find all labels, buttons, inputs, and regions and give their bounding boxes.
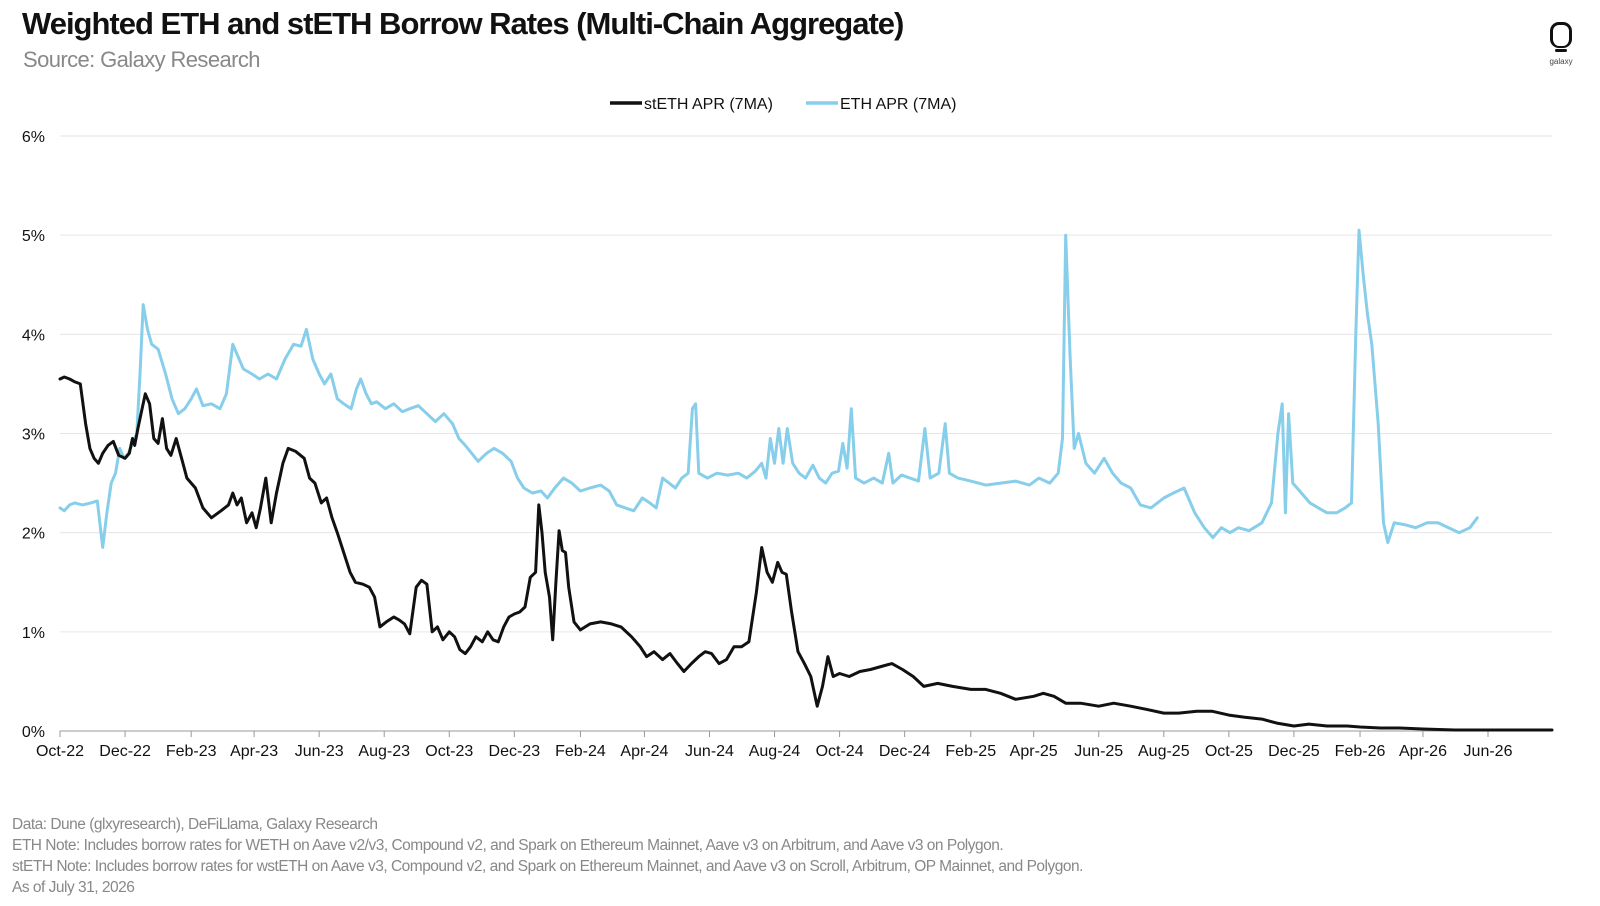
x-tick-label: Jun-24 <box>685 743 734 760</box>
x-tick-label: Oct-25 <box>1205 743 1253 760</box>
x-tick-label: Apr-26 <box>1399 743 1447 760</box>
chart-series <box>58 228 1554 732</box>
y-tick-label: 1% <box>22 625 45 642</box>
y-tick-label: 0% <box>22 724 45 741</box>
y-axis: 0% 1% 2% 3% 4% 5% 6% <box>22 129 45 741</box>
x-tick-label: Oct-22 <box>36 743 84 760</box>
chart-subtitle: Source: Galaxy Research <box>23 47 260 72</box>
chart-grid <box>60 135 1552 633</box>
y-tick-label: 3% <box>22 427 45 444</box>
x-tick-label: Oct-24 <box>816 743 864 760</box>
x-tick-label: Feb-23 <box>166 743 217 760</box>
legend-label: ETH APR (7MA) <box>840 96 956 113</box>
chart-legend: stETH APR (7MA) ETH APR (7MA) <box>610 96 956 113</box>
footnote-data-source: Data: Dune (glxyresearch), DeFiLlama, Ga… <box>12 816 378 833</box>
x-tick-label: Feb-26 <box>1335 743 1386 760</box>
x-tick-label: Aug-25 <box>1138 743 1190 760</box>
x-tick-label: Apr-25 <box>1010 743 1058 760</box>
x-tick-label: Aug-23 <box>358 743 410 760</box>
x-tick-label: Apr-23 <box>230 743 278 760</box>
series-line-eth-apr-7ma <box>58 228 1479 549</box>
x-tick-label: Dec-25 <box>1268 743 1320 760</box>
x-tick-label: Aug-24 <box>749 743 801 760</box>
y-tick-label: 6% <box>22 129 45 146</box>
x-tick-label: Jun-23 <box>295 743 344 760</box>
footnotes: Data: Dune (glxyresearch), DeFiLlama, Ga… <box>12 814 1083 898</box>
x-tick-label: Jun-25 <box>1074 743 1123 760</box>
y-tick-label: 2% <box>22 526 45 543</box>
chart-title: Weighted ETH and stETH Borrow Rates (Mul… <box>22 6 904 41</box>
footnote-eth: ETH Note: Includes borrow rates for WETH… <box>12 837 1004 854</box>
galaxy-logo-text: galaxy <box>1549 57 1573 66</box>
x-tick-label: Jun-26 <box>1464 743 1513 760</box>
galaxy-logo: galaxy <box>1538 22 1584 72</box>
x-tick-label: Apr-24 <box>620 743 668 760</box>
footnote-as-of: As of July 31, 2026 <box>12 879 135 896</box>
line-chart: stETH APR (7MA) ETH APR (7MA) 0% 1% 2% 3% 4% 5… <box>22 96 1554 760</box>
x-tick-label: Dec-23 <box>489 743 541 760</box>
x-axis: Oct-22 Dec-22 Feb-23 Apr-23 Jun-23 Aug-23 Oct-… <box>36 730 1552 760</box>
y-tick-label: 5% <box>22 228 45 245</box>
galaxy-logo-icon <box>1550 22 1572 52</box>
series-line-steth-apr-7ma <box>58 375 1554 732</box>
footnote-steth: stETH Note: Includes borrow rates for ws… <box>12 858 1083 875</box>
x-tick-label: Dec-24 <box>879 743 931 760</box>
x-tick-label: Dec-22 <box>99 743 151 760</box>
x-tick-label: Feb-24 <box>555 743 606 760</box>
x-tick-label: Feb-25 <box>945 743 996 760</box>
legend-label: stETH APR (7MA) <box>644 96 773 113</box>
x-tick-label: Oct-23 <box>425 743 473 760</box>
y-tick-label: 4% <box>22 327 45 344</box>
